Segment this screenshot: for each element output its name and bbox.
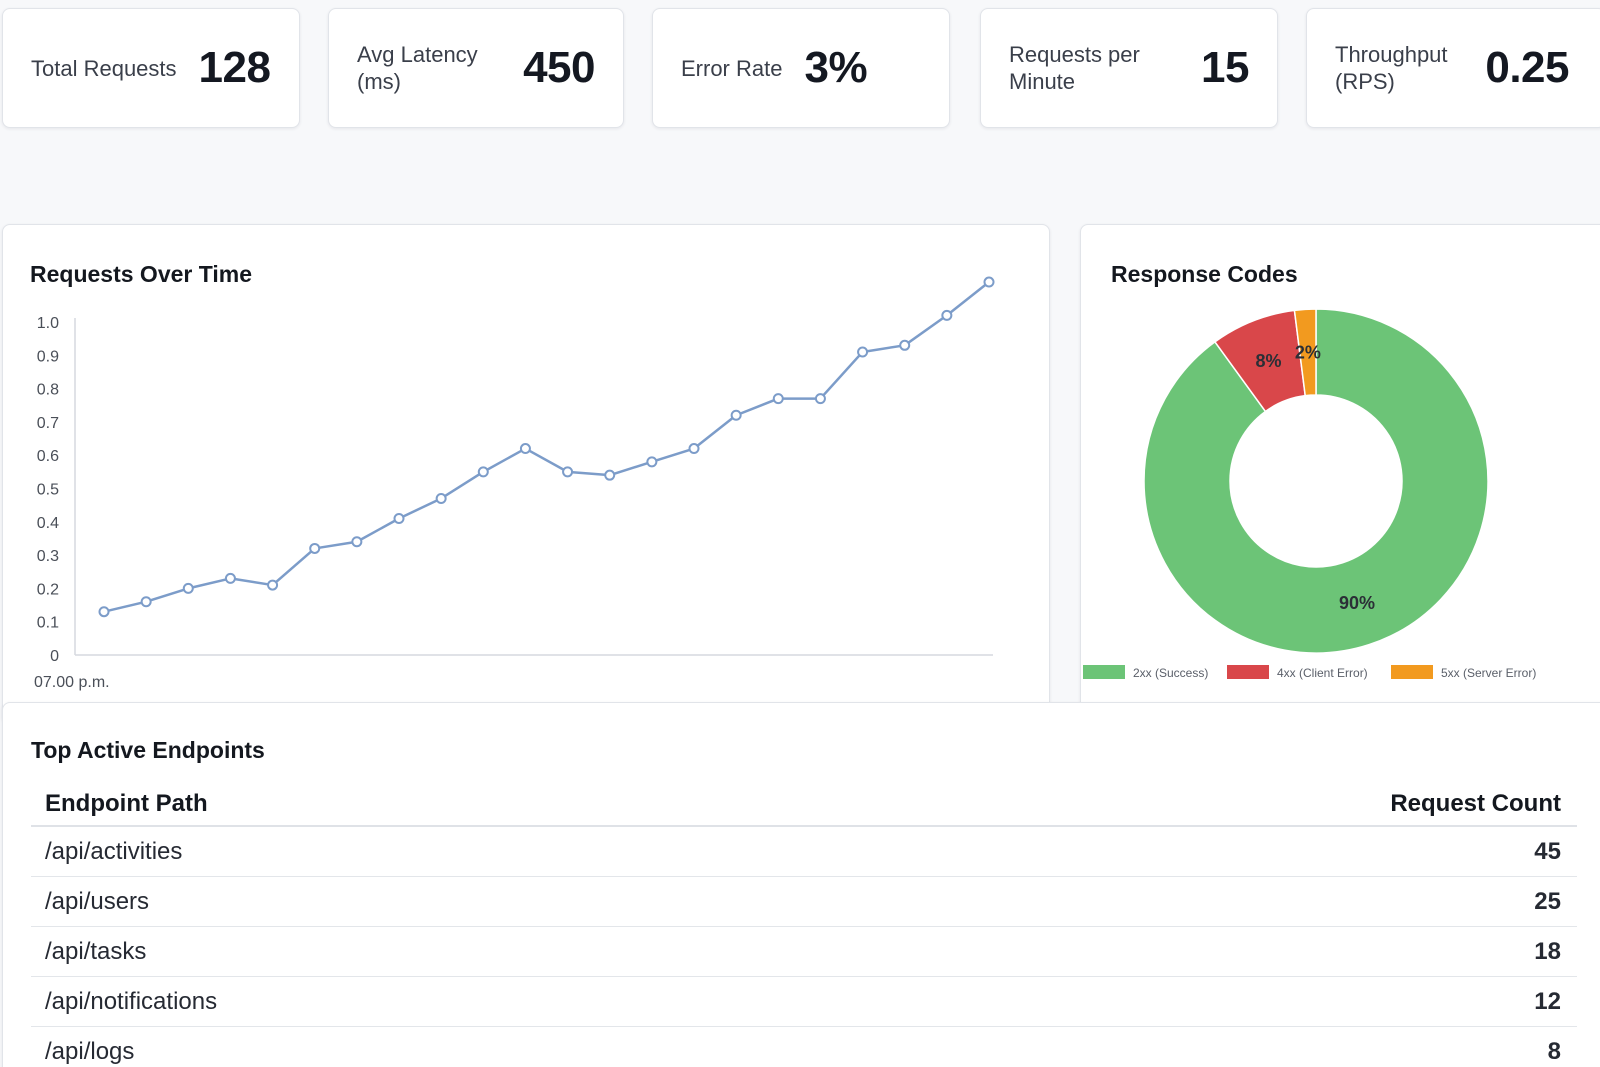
request-count: 8 [1547,1037,1561,1065]
data-point [477,466,489,478]
data-point [140,596,152,608]
legend-swatch [1083,665,1125,679]
legend-label: 4xx (Client Error) [1277,666,1368,680]
legend-label: 2xx (Success) [1133,666,1208,680]
kpi-label: Total Requests [31,55,177,81]
top-endpoints-panel: Top Active Endpoints Endpoint Path Reque… [2,702,1600,1067]
y-tick-label: 1.0 [37,315,59,332]
data-point [688,443,700,455]
data-point [562,466,574,478]
kpi-label: Error Rate [681,55,783,81]
legend-swatch [1227,665,1269,679]
request-count: 18 [1534,937,1561,965]
data-point [604,469,616,481]
panel-title: Requests Over Time [30,261,253,287]
y-tick-label: 0.5 [37,482,59,499]
y-tick-label: 0.6 [37,448,59,465]
data-point [519,443,531,455]
panel-title: Top Active Endpoints [31,737,265,763]
kpi-value: 0.25 [1485,43,1569,92]
table-row[interactable]: /api/notifications 12 [31,977,1577,1027]
data-point [267,579,279,591]
data-point [772,393,784,405]
column-header-endpoint-path[interactable]: Endpoint Path [45,790,208,817]
column-header-request-count[interactable]: Request Count [1390,790,1561,817]
table-row[interactable]: /api/logs 8 [31,1027,1577,1067]
series-line [103,281,990,613]
data-point [309,542,321,554]
request-count: 25 [1534,887,1561,915]
requests-over-time-panel: 0 0.1 0.2 0.3 0.4 0.5 0.6 0.7 0.8 0.9 1.0 07.00 p.m… [2,224,1050,724]
data-point [857,346,869,358]
endpoint-path: /api/logs [45,1037,135,1065]
slice-label: 90% [1339,593,1375,613]
data-point [899,339,911,351]
y-tick-label: 0.1 [37,615,59,632]
slice-label: 2% [1295,342,1321,362]
request-count: 12 [1534,987,1561,1015]
kpi-label: Requests per Minute [1009,42,1140,94]
y-tick-label: 0.3 [37,548,59,565]
table-row[interactable]: /api/users 25 [31,877,1577,927]
table-header-row: Endpoint Path Request Count [31,783,1577,827]
data-point [814,393,826,405]
kpi-value: 15 [1201,43,1249,92]
slice-label: 8% [1256,351,1282,371]
kpi-value: 128 [198,43,271,92]
data-point [224,572,236,584]
endpoint-path: /api/tasks [45,937,147,965]
endpoint-path: /api/activities [45,837,183,865]
kpi-label: Avg Latency (ms) [357,42,478,94]
endpoints-table: Endpoint Path Request Count /api/activit… [31,783,1577,1067]
y-tick-label: 0.8 [37,382,59,399]
kpi-label: Throughput (RPS) [1335,42,1448,94]
data-point [730,409,742,421]
x-tick-label: 07.00 p.m. [34,674,110,691]
kpi-card-error-rate: Error Rate 3% [652,8,950,128]
requests-over-time-chart: 0 0.1 0.2 0.3 0.4 0.5 0.6 0.7 0.8 0.9 1.0 07.00 p.m… [34,276,995,691]
data-point [182,582,194,594]
y-tick-label: 0.2 [37,581,59,598]
kpi-card-throughput: Throughput (RPS) 0.25 [1306,8,1600,128]
pie-slice [1143,308,1489,654]
endpoint-path: /api/users [45,887,150,915]
kpi-card-avg-latency: Avg Latency (ms) 450 [328,8,624,128]
table-row[interactable]: /api/tasks 18 [31,927,1577,977]
legend-label: 5xx (Server Error) [1441,666,1536,680]
kpi-card-requests-per-minute: Requests per Minute 15 [980,8,1278,128]
response-codes-panel: 90% 8% 2% 2xx (Success) 4xx (Client Error) 5x… [1080,224,1600,738]
kpi-value: 3% [804,43,868,92]
y-tick-label: 0.9 [37,348,59,365]
request-count: 45 [1534,837,1561,865]
pie-slice [1293,308,1317,397]
endpoint-path: /api/notifications [45,987,218,1015]
y-tick-label: 0 [50,648,59,665]
data-point [98,606,110,618]
panel-title: Response Codes [1111,261,1298,287]
data-point [983,276,995,288]
data-point [351,536,363,548]
data-point [435,492,447,504]
y-tick-label: 0.7 [37,415,59,432]
data-point [941,309,953,321]
kpi-value: 450 [523,43,595,92]
data-point [393,512,405,524]
legend-swatch [1391,665,1433,679]
response-codes-chart: 90% 8% 2% 2xx (Success) 4xx (Client Error) 5x… [1083,308,1536,680]
data-point [646,456,658,468]
kpi-card-total-requests: Total Requests 128 [2,8,300,128]
table-row[interactable]: /api/activities 45 [31,827,1577,877]
y-tick-label: 0.4 [37,515,59,532]
